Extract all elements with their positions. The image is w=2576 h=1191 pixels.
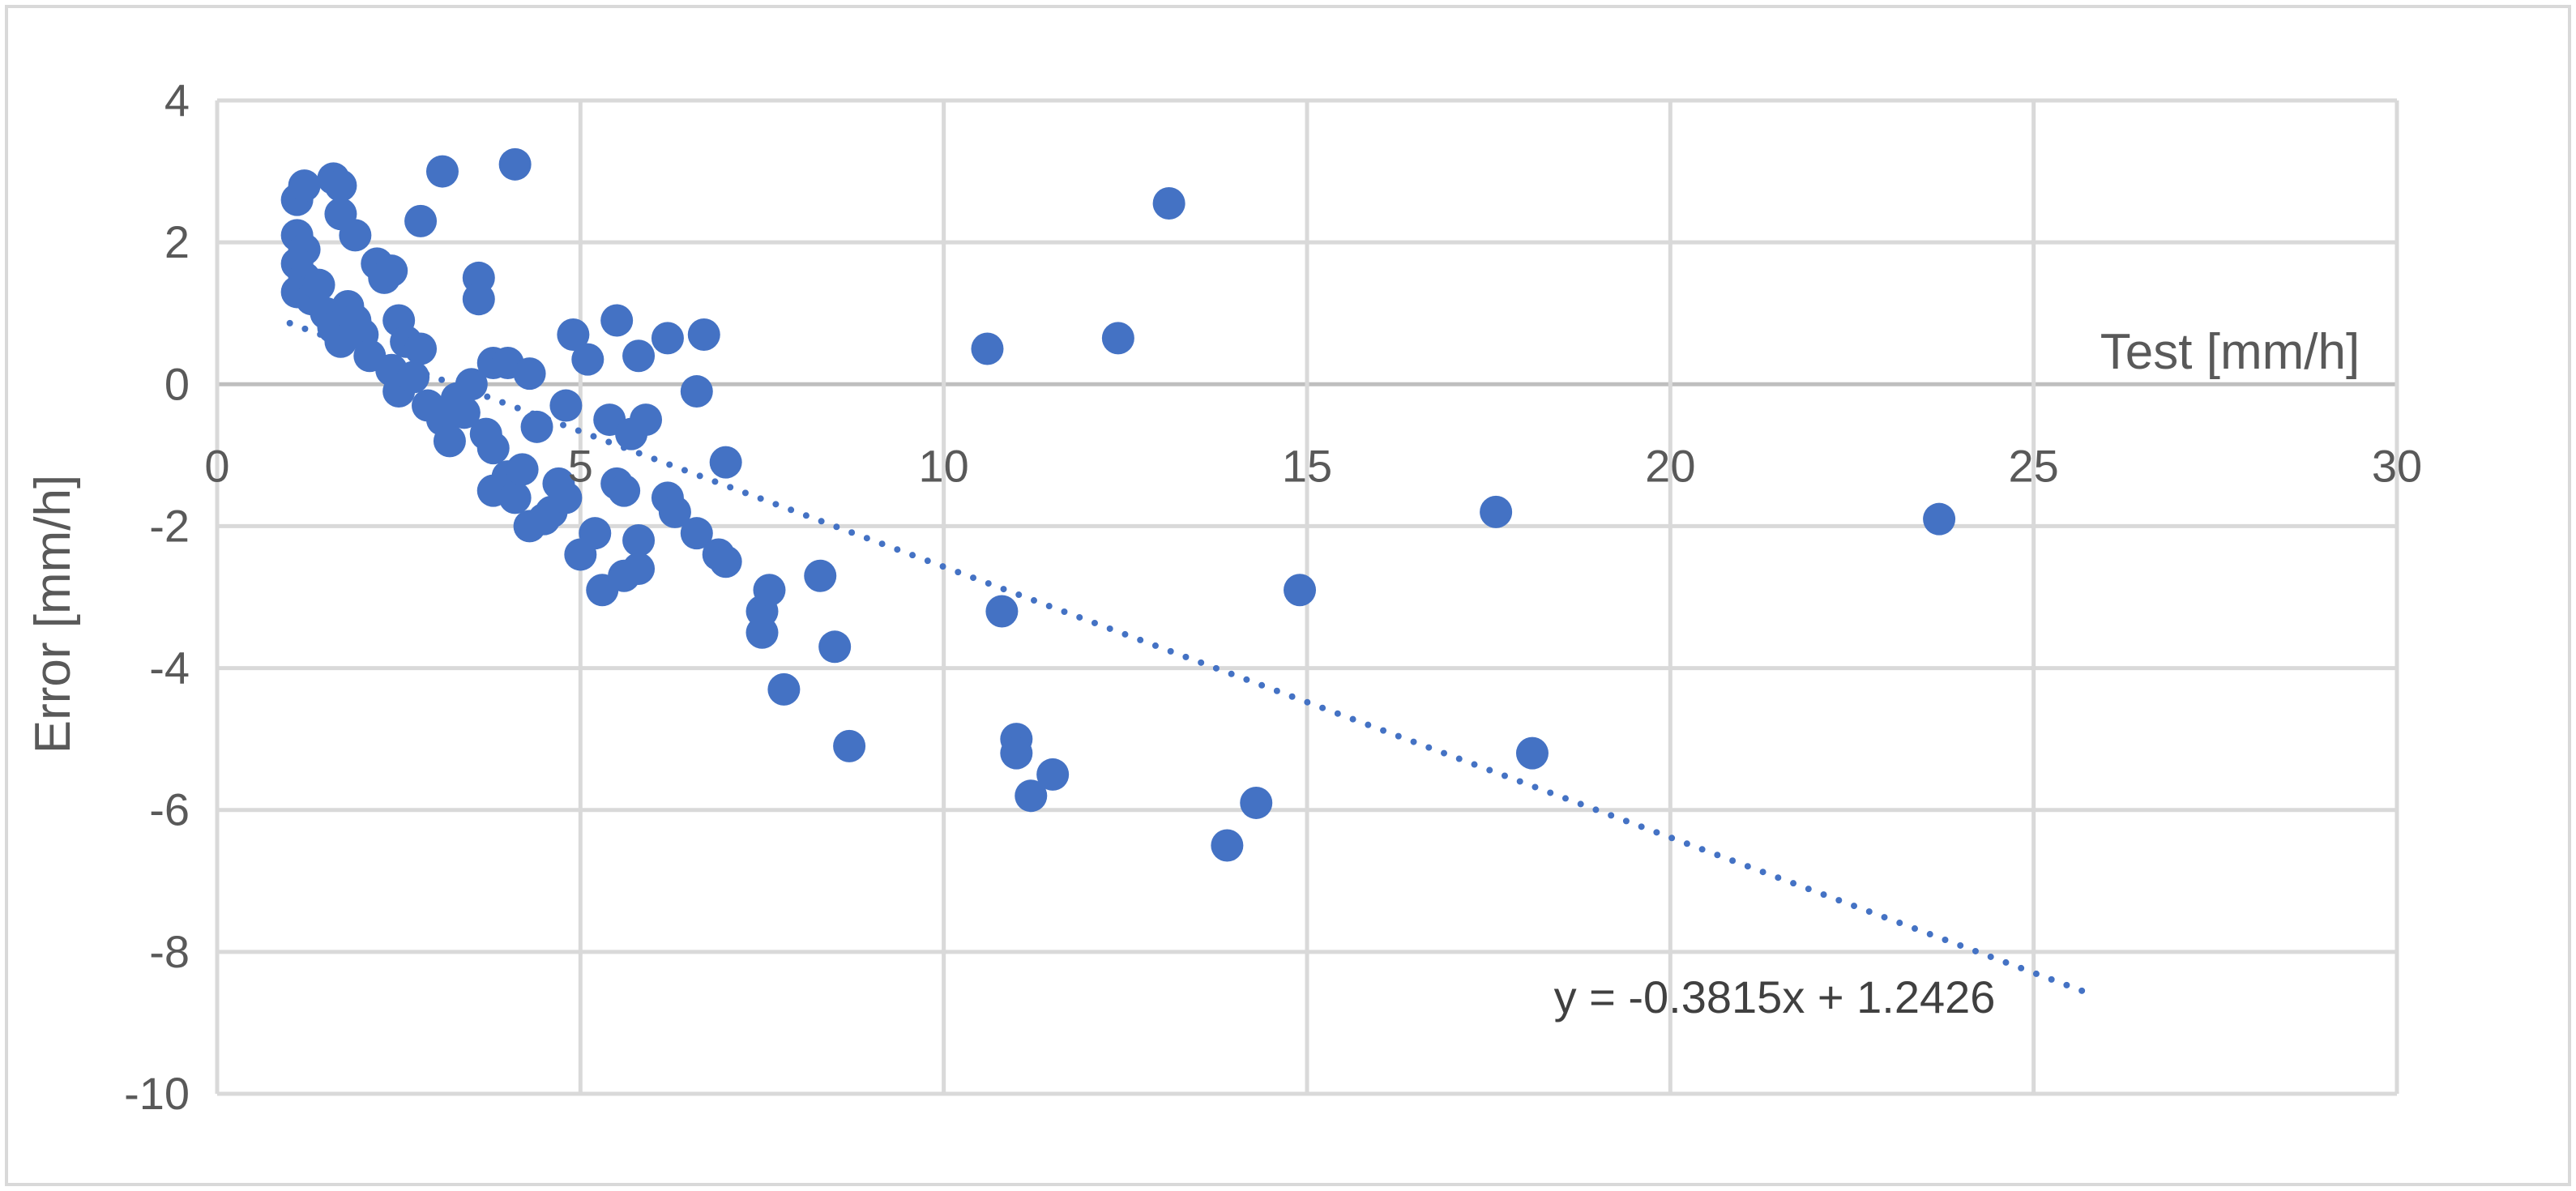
scatter-point [1101, 322, 1134, 355]
scatter-point [630, 403, 663, 437]
scatter-point [1036, 758, 1070, 791]
scatter-point [425, 155, 459, 188]
scatter-point [375, 254, 408, 288]
scatter-point [404, 204, 438, 237]
scatter-point [1515, 736, 1549, 770]
scatter-point [433, 425, 466, 458]
scatter-point [709, 446, 742, 479]
scatter-point [447, 396, 481, 429]
scatter-point [753, 574, 786, 607]
scatter-point [549, 481, 583, 514]
scatter-point [498, 147, 532, 181]
y-tick-label: -4 [149, 642, 190, 694]
grid-layer [215, 98, 2399, 1096]
scatter-point [397, 361, 430, 394]
scatter-point [557, 318, 590, 351]
scatter-point [833, 729, 866, 762]
scatter-point [462, 283, 495, 316]
scatter-point [1211, 829, 1244, 862]
scatter-point [651, 322, 684, 355]
scatter-point [687, 318, 720, 351]
scatter-point [971, 332, 1004, 365]
scatter-point [745, 616, 779, 649]
scatter-point [506, 453, 539, 486]
x-tick-label: 10 [919, 440, 969, 491]
x-axis-title: Test [mm/h] [2100, 324, 2360, 380]
scatter-point [709, 545, 742, 578]
x-tick-label: 25 [2009, 440, 2059, 491]
x-tick-label: 5 [568, 440, 593, 491]
scatter-point [622, 523, 656, 557]
trendline-layer [286, 319, 2088, 996]
y-tick-label: 0 [164, 358, 190, 409]
scatter-point [476, 432, 510, 465]
y-tick-label: 4 [164, 75, 190, 126]
x-tick-label: 20 [1645, 440, 1695, 491]
scatter-point [1923, 502, 1956, 536]
scatter-point [498, 481, 532, 514]
y-tick-label: -8 [149, 926, 190, 977]
scatter-point [404, 332, 438, 365]
scatter-point [680, 375, 713, 408]
scatter-point [1284, 574, 1317, 607]
scatter-point [804, 559, 837, 592]
trendline-equation-label: y = -0.3815x + 1.2426 [1554, 971, 1996, 1022]
scatter-point [658, 495, 691, 528]
scatter-point [608, 474, 641, 507]
scatter-point [1015, 779, 1048, 813]
x-tick-label: 30 [2372, 440, 2422, 491]
scatter-point [571, 343, 604, 376]
y-tick-label: -6 [149, 784, 190, 835]
scatter-point [680, 517, 713, 550]
scatter-point [600, 304, 634, 337]
trendline [286, 319, 2088, 996]
scatter-point [985, 595, 1019, 628]
scatter-point [579, 517, 612, 550]
scatter-point [513, 357, 546, 391]
scatter-point [324, 169, 357, 203]
y-tick-label: -10 [124, 1068, 190, 1119]
scatter-point [288, 169, 321, 203]
y-axis-title: Error [mm/h] [25, 475, 81, 753]
scatter-point [549, 389, 583, 422]
y-tick-label: -2 [149, 500, 190, 551]
scatter-point [455, 368, 488, 401]
tick-label-layer: 420-2-4-6-8-100 5 10 15 20 25 30 [124, 75, 2422, 1119]
scatter-point [302, 268, 335, 301]
scatter-point [520, 410, 553, 443]
y-tick-label: 2 [164, 216, 190, 267]
scatter-point [1152, 186, 1185, 220]
scatter-point [1000, 736, 1033, 770]
x-tick-label: 0 [204, 440, 229, 491]
scatter-point [1240, 786, 1273, 819]
scatter-point [818, 630, 852, 664]
scatter-point [767, 672, 801, 706]
points-layer [280, 147, 1956, 862]
scatter-point [622, 552, 656, 585]
scatter-point [1480, 495, 1513, 528]
scatter-point [622, 339, 656, 373]
scatter-point [339, 219, 372, 252]
x-tick-label: 15 [1282, 440, 1332, 491]
